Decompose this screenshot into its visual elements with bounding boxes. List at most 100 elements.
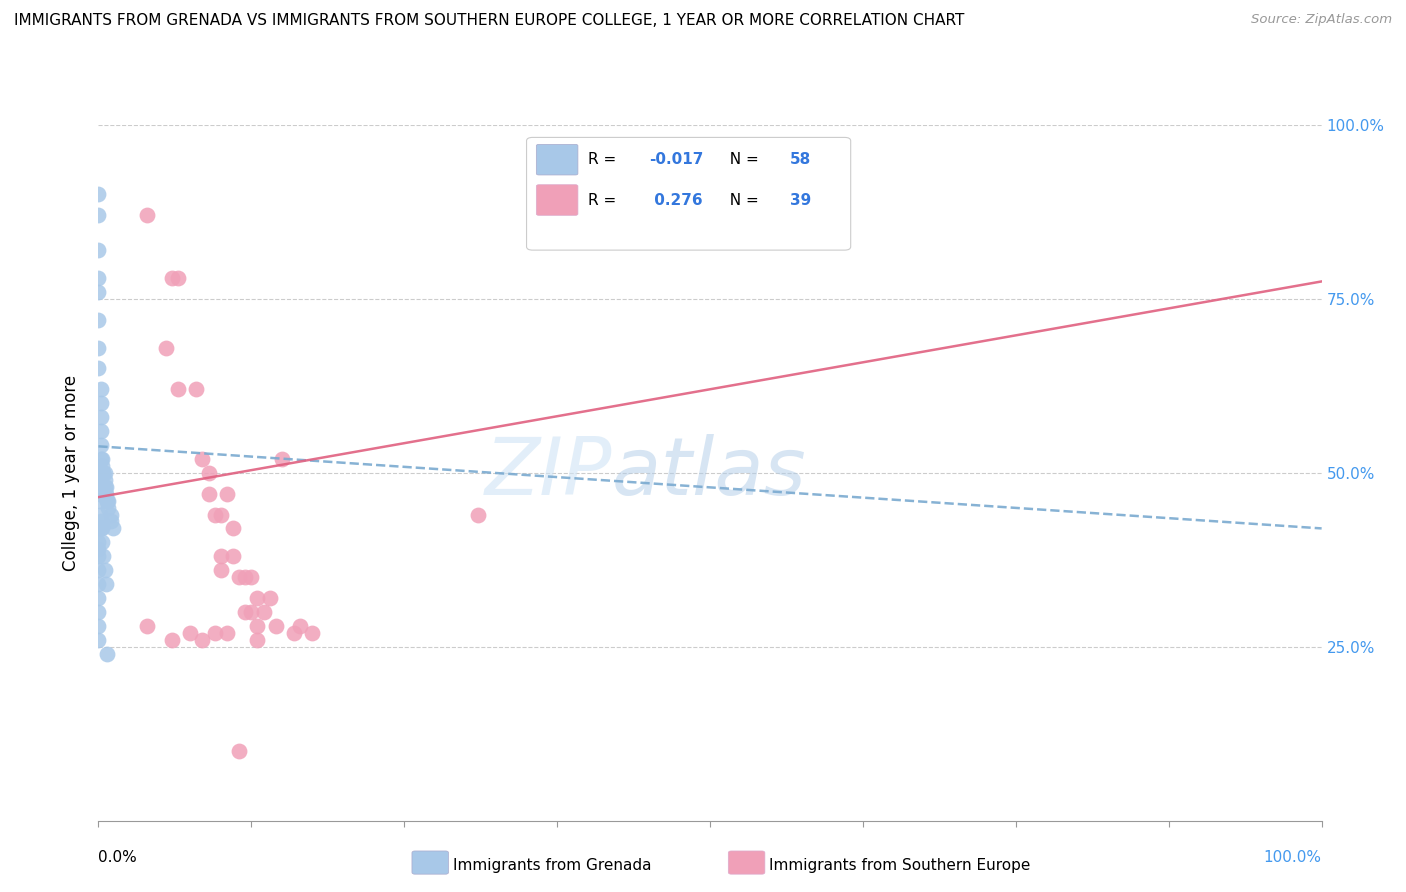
Point [283, 625, 305, 640]
Point [191, 632, 214, 647]
Point [197, 486, 219, 500]
Point [233, 605, 256, 619]
Point [101, 521, 124, 535]
FancyBboxPatch shape [536, 185, 578, 215]
Point [93, 563, 115, 577]
Point [209, 563, 232, 577]
Text: IMMIGRANTS FROM GRENADA VS IMMIGRANTS FROM SOUTHERN EUROPE COLLEGE, 1 YEAR OR MO: IMMIGRANTS FROM GRENADA VS IMMIGRANTS FR… [14, 13, 965, 29]
Point [90, 438, 112, 452]
Point [97, 500, 120, 515]
Point [228, 570, 250, 584]
Point [301, 625, 323, 640]
Point [209, 508, 232, 522]
Point [233, 570, 256, 584]
Point [240, 605, 263, 619]
Point [90, 396, 112, 410]
Point [89, 486, 111, 500]
Point [246, 591, 269, 605]
Point [90, 382, 112, 396]
Point [94, 577, 117, 591]
Point [87, 341, 110, 355]
Point [89, 480, 111, 494]
Point [209, 549, 232, 564]
Point [87, 312, 110, 326]
Point [222, 521, 245, 535]
FancyBboxPatch shape [526, 137, 851, 250]
Point [87, 271, 110, 285]
Point [87, 563, 110, 577]
Point [87, 605, 110, 619]
Point [91, 451, 114, 466]
Point [96, 493, 118, 508]
Point [90, 515, 112, 529]
Point [93, 480, 115, 494]
Point [91, 535, 114, 549]
Point [89, 473, 111, 487]
Point [87, 361, 110, 376]
Point [87, 632, 110, 647]
Point [155, 341, 177, 355]
Point [290, 619, 312, 633]
Point [167, 382, 190, 396]
Point [240, 570, 263, 584]
Point [191, 451, 214, 466]
Point [90, 451, 112, 466]
Point [215, 486, 238, 500]
Point [264, 619, 287, 633]
Point [87, 591, 110, 605]
Point [87, 208, 110, 222]
Point [97, 493, 120, 508]
Point [89, 466, 111, 480]
Y-axis label: College, 1 year or more: College, 1 year or more [62, 375, 80, 571]
Point [91, 466, 114, 480]
FancyBboxPatch shape [536, 145, 578, 175]
Point [87, 243, 110, 257]
Point [87, 542, 110, 557]
Point [222, 549, 245, 564]
Point [90, 424, 112, 438]
Point [96, 647, 118, 661]
Text: R =: R = [588, 193, 621, 208]
Point [197, 466, 219, 480]
Point [179, 625, 201, 640]
Point [160, 632, 183, 647]
Point [87, 619, 110, 633]
Point [186, 382, 208, 396]
Point [90, 410, 112, 425]
Point [252, 605, 274, 619]
Point [91, 466, 114, 480]
Point [91, 466, 114, 480]
Text: 0.276: 0.276 [650, 193, 703, 208]
Point [91, 458, 114, 473]
Text: R =: R = [588, 153, 621, 167]
Point [228, 744, 250, 758]
Point [167, 271, 190, 285]
Text: 100.0%: 100.0% [1264, 850, 1322, 865]
Point [87, 521, 110, 535]
Point [87, 577, 110, 591]
Point [246, 632, 269, 647]
Text: -0.017: -0.017 [650, 153, 703, 167]
Point [160, 271, 183, 285]
Point [87, 549, 110, 564]
Point [89, 493, 111, 508]
Point [87, 187, 110, 202]
Text: N =: N = [720, 193, 763, 208]
Point [89, 508, 111, 522]
Text: atlas: atlas [612, 434, 807, 512]
Point [91, 466, 114, 480]
Point [90, 521, 112, 535]
Text: Immigrants from Southern Europe: Immigrants from Southern Europe [769, 858, 1031, 872]
Point [467, 508, 489, 522]
Text: N =: N = [720, 153, 763, 167]
Text: 58: 58 [790, 153, 811, 167]
Point [91, 521, 114, 535]
Text: Immigrants from Grenada: Immigrants from Grenada [453, 858, 651, 872]
Point [136, 619, 159, 633]
Text: 39: 39 [790, 193, 811, 208]
Point [96, 493, 118, 508]
Point [87, 285, 110, 299]
Text: Source: ZipAtlas.com: Source: ZipAtlas.com [1251, 13, 1392, 27]
Point [87, 535, 110, 549]
Point [91, 466, 114, 480]
